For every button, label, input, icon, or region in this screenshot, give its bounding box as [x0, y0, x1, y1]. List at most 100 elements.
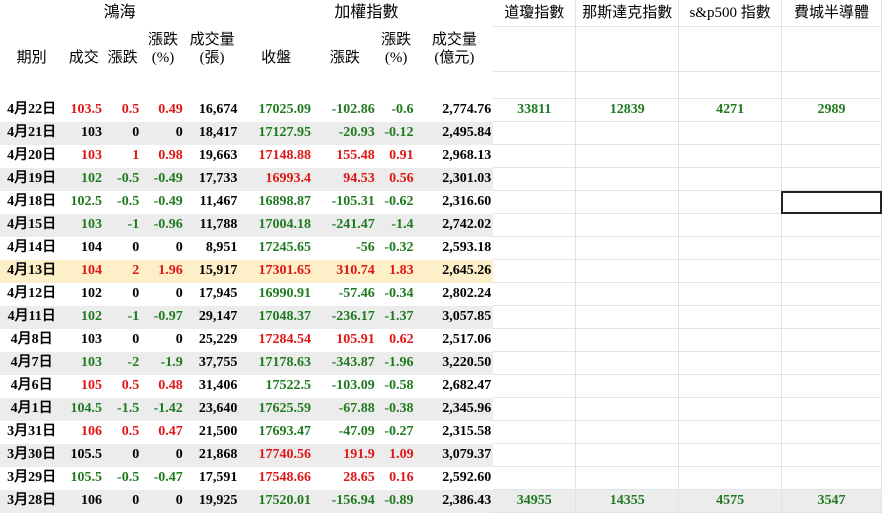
volume-cell[interactable]: 37,755 [184, 351, 240, 375]
dow-cell[interactable] [493, 190, 577, 214]
taiex-pct-cell[interactable]: -1.4 [376, 213, 416, 237]
dow-cell[interactable] [493, 328, 577, 352]
volume-cell[interactable]: 21,500 [198, 424, 238, 439]
sp500-cell[interactable]: 4271 [678, 98, 782, 122]
dow-cell[interactable] [493, 466, 577, 490]
volume-cell[interactable]: 25,229 [198, 332, 238, 347]
date-cell[interactable]: 4月21日 [0, 121, 64, 145]
dow-cell[interactable]: 33811 [493, 98, 577, 122]
sp500-cell[interactable] [678, 397, 782, 421]
price-cell[interactable]: 103.5 [70, 102, 103, 117]
dow-cell[interactable] [493, 420, 577, 444]
taiex-pct-cell[interactable]: -0.34 [384, 286, 414, 301]
volume-cell[interactable]: 17,733 [184, 167, 240, 191]
dow-cell[interactable] [493, 167, 577, 191]
change-cell[interactable]: 0 [132, 286, 140, 301]
dow-cell[interactable] [493, 121, 577, 145]
change-cell[interactable]: 0.5 [121, 424, 140, 439]
close-cell[interactable]: 17740.56 [239, 443, 313, 467]
pct-cell[interactable]: -1.9 [141, 351, 185, 375]
nasdaq-cell[interactable] [575, 466, 680, 490]
header-taiex-pct[interactable]: 漲跌 (%) [381, 32, 412, 66]
pct-cell[interactable]: 0 [175, 332, 183, 347]
sp500-cell[interactable] [678, 259, 782, 283]
change-cell[interactable]: 0.5 [121, 102, 140, 117]
price-cell[interactable]: 104.5 [63, 397, 105, 421]
pct-cell[interactable]: 1.96 [141, 259, 185, 283]
price-cell[interactable]: 106 [63, 489, 105, 513]
dow-cell[interactable] [493, 443, 577, 467]
taiex-pct-cell[interactable]: -0.32 [384, 240, 414, 255]
close-cell[interactable]: 16898.87 [258, 194, 312, 209]
pct-cell[interactable]: 0.49 [158, 102, 183, 117]
taiex-volume-cell[interactable]: 2,315.58 [442, 424, 492, 439]
sox-cell[interactable] [781, 167, 882, 191]
date-cell[interactable]: 3月31日 [7, 424, 57, 439]
nasdaq-cell[interactable] [575, 374, 680, 398]
close-cell[interactable]: 17522.5 [265, 378, 312, 393]
sp500-cell[interactable] [678, 305, 782, 329]
sox-cell[interactable] [781, 374, 882, 398]
sp500-cell[interactable] [678, 443, 782, 467]
volume-cell[interactable]: 19,663 [198, 148, 238, 163]
nasdaq-cell[interactable] [575, 259, 680, 283]
taiex-volume-cell[interactable]: 2,968.13 [442, 148, 492, 163]
empty-cell[interactable] [0, 72, 493, 99]
empty-cell[interactable] [678, 26, 782, 72]
sp500-cell[interactable] [678, 328, 782, 352]
volume-cell[interactable]: 11,467 [199, 194, 238, 209]
date-cell[interactable]: 3月30日 [0, 443, 64, 467]
change-cell[interactable]: 0 [104, 443, 142, 467]
taiex-pct-cell[interactable]: -0.89 [376, 489, 416, 513]
taiex-change-cell[interactable]: -103.09 [331, 378, 375, 393]
volume-cell[interactable]: 16,674 [198, 102, 238, 117]
sox-cell[interactable] [781, 351, 882, 375]
nasdaq-cell[interactable]: 14355 [575, 489, 680, 513]
sox-cell[interactable] [781, 420, 882, 444]
taiex-volume-cell[interactable]: 3,057.85 [415, 305, 494, 329]
sp500-cell[interactable] [678, 466, 782, 490]
change-cell[interactable]: 1 [132, 148, 140, 163]
sox-cell[interactable]: 3547 [781, 489, 882, 513]
nasdaq-cell[interactable] [575, 397, 680, 421]
sp500-cell[interactable] [678, 167, 782, 191]
change-cell[interactable]: 0 [132, 240, 140, 255]
pct-cell[interactable]: -0.97 [141, 305, 185, 329]
header-sox[interactable]: 費城半導體 [781, 0, 882, 27]
dow-cell[interactable] [493, 236, 577, 260]
date-cell[interactable]: 4月12日 [7, 286, 57, 301]
taiex-pct-cell[interactable]: -0.27 [384, 424, 414, 439]
close-cell[interactable]: 17004.18 [239, 213, 313, 237]
change-cell[interactable]: -0.5 [104, 167, 142, 191]
close-cell[interactable]: 17127.95 [239, 121, 313, 145]
pct-cell[interactable]: 0 [175, 240, 183, 255]
price-cell[interactable]: 103 [81, 148, 103, 163]
dow-cell[interactable] [493, 144, 577, 168]
volume-cell[interactable]: 15,917 [184, 259, 240, 283]
change-cell[interactable]: -2 [104, 351, 142, 375]
taiex-volume-cell[interactable]: 2,682.47 [442, 378, 492, 393]
empty-cell[interactable] [575, 71, 680, 99]
pct-cell[interactable]: -0.47 [153, 470, 183, 485]
nasdaq-cell[interactable] [575, 420, 680, 444]
sox-cell[interactable] [781, 259, 882, 283]
header-taiex-change[interactable]: 漲跌 [329, 50, 360, 66]
nasdaq-cell[interactable] [575, 213, 680, 237]
sox-cell[interactable] [781, 213, 882, 237]
nasdaq-cell[interactable] [575, 167, 680, 191]
taiex-pct-cell[interactable]: 0.56 [376, 167, 416, 191]
pct-cell[interactable]: 0 [175, 286, 183, 301]
sox-cell[interactable] [781, 121, 882, 145]
volume-cell[interactable]: 21,868 [184, 443, 240, 467]
change-cell[interactable]: 0 [104, 121, 142, 145]
taiex-change-cell[interactable]: -57.46 [338, 286, 375, 301]
sox-cell[interactable]: 2989 [781, 98, 882, 122]
close-cell[interactable]: 16990.91 [258, 286, 312, 301]
nasdaq-cell[interactable] [575, 305, 680, 329]
price-cell[interactable]: 102 [63, 305, 105, 329]
close-cell[interactable]: 17625.59 [239, 397, 313, 421]
taiex-volume-cell[interactable]: 3,079.37 [415, 443, 494, 467]
sox-cell[interactable] [781, 328, 882, 352]
nasdaq-cell[interactable] [575, 144, 680, 168]
close-cell[interactable]: 17548.66 [258, 470, 312, 485]
